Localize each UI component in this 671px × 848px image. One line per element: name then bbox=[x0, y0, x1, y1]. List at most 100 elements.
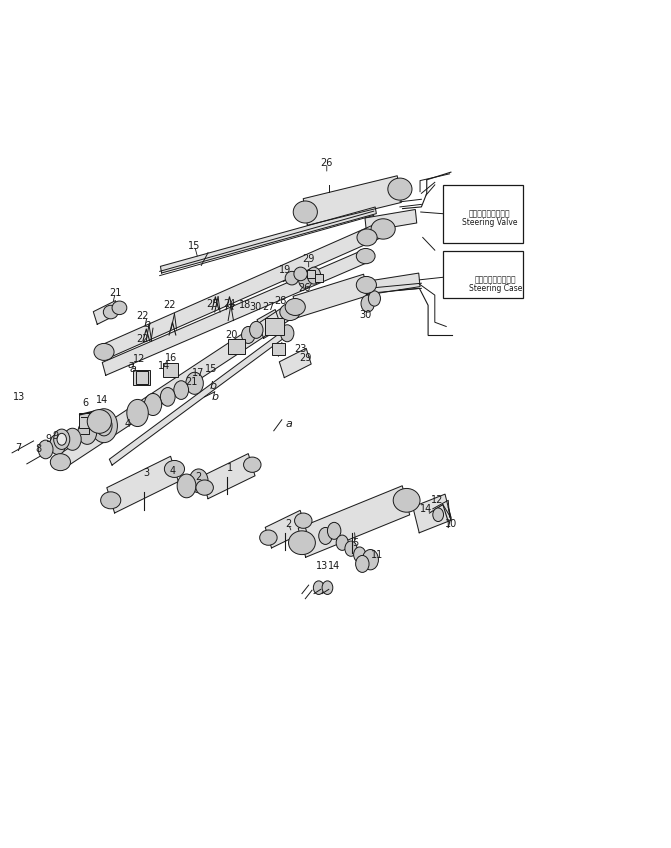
Ellipse shape bbox=[357, 229, 377, 246]
Text: 30: 30 bbox=[249, 302, 261, 312]
Circle shape bbox=[433, 508, 444, 522]
Circle shape bbox=[91, 409, 117, 443]
Bar bbox=[443, 185, 523, 243]
Polygon shape bbox=[107, 456, 178, 513]
Polygon shape bbox=[102, 249, 368, 376]
Circle shape bbox=[356, 555, 369, 572]
Polygon shape bbox=[201, 454, 255, 499]
Text: 5: 5 bbox=[352, 538, 359, 548]
Circle shape bbox=[189, 469, 208, 493]
Text: 7: 7 bbox=[15, 443, 22, 453]
Circle shape bbox=[186, 372, 203, 394]
Text: 13: 13 bbox=[13, 392, 25, 402]
Text: 22: 22 bbox=[164, 300, 176, 310]
Text: 1: 1 bbox=[227, 463, 234, 473]
Polygon shape bbox=[160, 207, 376, 273]
Text: 27: 27 bbox=[262, 302, 274, 312]
Text: 15: 15 bbox=[189, 241, 201, 251]
Text: 9: 9 bbox=[45, 434, 52, 444]
Text: 21: 21 bbox=[109, 287, 121, 298]
Text: 25: 25 bbox=[206, 298, 218, 309]
Polygon shape bbox=[413, 494, 452, 533]
Circle shape bbox=[319, 527, 332, 544]
Ellipse shape bbox=[285, 298, 305, 315]
Text: 22: 22 bbox=[136, 334, 148, 344]
Circle shape bbox=[354, 547, 366, 562]
Ellipse shape bbox=[280, 304, 300, 321]
Text: 13: 13 bbox=[316, 561, 328, 572]
Text: b: b bbox=[211, 392, 218, 402]
Polygon shape bbox=[365, 209, 417, 232]
Text: 19: 19 bbox=[279, 265, 291, 275]
Circle shape bbox=[307, 267, 321, 284]
Text: 9: 9 bbox=[52, 431, 58, 441]
Polygon shape bbox=[303, 176, 401, 226]
Circle shape bbox=[38, 440, 53, 459]
Bar bbox=[272, 343, 285, 355]
Text: 4: 4 bbox=[170, 466, 176, 476]
Text: 2: 2 bbox=[285, 519, 292, 529]
Ellipse shape bbox=[87, 410, 111, 433]
Text: 12: 12 bbox=[134, 354, 146, 364]
Circle shape bbox=[361, 295, 374, 312]
Text: 20: 20 bbox=[225, 330, 238, 340]
Ellipse shape bbox=[50, 454, 70, 471]
Circle shape bbox=[50, 434, 66, 455]
Text: 16: 16 bbox=[165, 353, 177, 363]
Circle shape bbox=[242, 326, 255, 343]
Polygon shape bbox=[58, 305, 291, 469]
Ellipse shape bbox=[289, 531, 315, 555]
Text: Steering Valve: Steering Valve bbox=[462, 218, 517, 226]
Ellipse shape bbox=[371, 219, 395, 239]
Ellipse shape bbox=[196, 480, 213, 495]
Ellipse shape bbox=[293, 201, 317, 223]
Text: 21: 21 bbox=[185, 377, 197, 387]
Circle shape bbox=[78, 421, 97, 444]
Text: 18: 18 bbox=[239, 300, 251, 310]
Circle shape bbox=[313, 581, 324, 594]
Text: 29: 29 bbox=[299, 353, 311, 363]
Text: 30: 30 bbox=[360, 310, 372, 321]
Ellipse shape bbox=[393, 488, 420, 512]
Text: 4: 4 bbox=[124, 419, 131, 429]
Text: Steering Case: Steering Case bbox=[468, 284, 522, 293]
Text: 8: 8 bbox=[36, 444, 42, 455]
Bar bbox=[228, 339, 245, 354]
Ellipse shape bbox=[388, 178, 412, 200]
Bar bbox=[136, 371, 148, 384]
Text: 14: 14 bbox=[328, 561, 340, 572]
Ellipse shape bbox=[103, 305, 118, 319]
Polygon shape bbox=[365, 273, 420, 295]
Text: 10: 10 bbox=[445, 519, 457, 529]
Text: 17: 17 bbox=[192, 368, 204, 378]
Circle shape bbox=[57, 433, 66, 445]
Ellipse shape bbox=[356, 276, 376, 293]
Bar bbox=[265, 318, 284, 335]
Text: a: a bbox=[130, 364, 136, 374]
Polygon shape bbox=[298, 486, 410, 557]
Circle shape bbox=[160, 388, 175, 406]
Circle shape bbox=[322, 581, 333, 594]
Circle shape bbox=[144, 393, 162, 416]
Polygon shape bbox=[102, 222, 384, 359]
Ellipse shape bbox=[295, 513, 312, 528]
Ellipse shape bbox=[94, 343, 114, 360]
Text: 24: 24 bbox=[223, 298, 236, 309]
Text: 22: 22 bbox=[137, 311, 149, 321]
Polygon shape bbox=[279, 349, 311, 377]
Ellipse shape bbox=[260, 530, 277, 545]
Bar bbox=[163, 363, 178, 377]
Ellipse shape bbox=[356, 248, 375, 264]
Ellipse shape bbox=[101, 492, 121, 509]
Text: a: a bbox=[127, 360, 134, 370]
Text: 11: 11 bbox=[371, 550, 383, 561]
Text: ステアリングケース: ステアリングケース bbox=[474, 276, 516, 284]
Circle shape bbox=[174, 381, 189, 399]
Text: ステアリングバルブ: ステアリングバルブ bbox=[469, 209, 511, 218]
Circle shape bbox=[299, 271, 312, 288]
Text: 14: 14 bbox=[158, 361, 170, 371]
Text: 14: 14 bbox=[96, 395, 108, 405]
Text: 14: 14 bbox=[420, 504, 432, 514]
Bar bbox=[443, 251, 523, 298]
Polygon shape bbox=[257, 310, 282, 338]
